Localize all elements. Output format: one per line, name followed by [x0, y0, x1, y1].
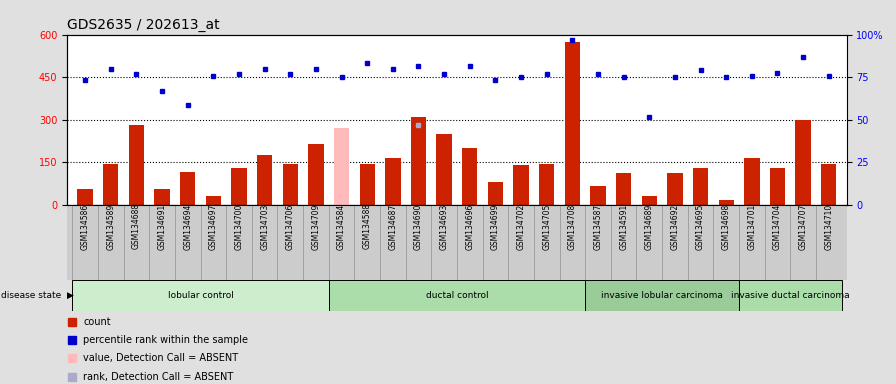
- Text: invasive lobular carcinoma: invasive lobular carcinoma: [601, 291, 723, 300]
- Bar: [821, 164, 837, 205]
- Text: invasive ductal carcinoma: invasive ductal carcinoma: [731, 291, 849, 300]
- Bar: [770, 168, 785, 205]
- Bar: [585, 280, 739, 311]
- Text: count: count: [83, 317, 111, 327]
- Bar: [334, 202, 349, 205]
- Bar: [487, 182, 504, 205]
- Bar: [642, 196, 657, 205]
- Text: ductal control: ductal control: [426, 291, 488, 300]
- Bar: [359, 164, 375, 205]
- Bar: [616, 174, 632, 205]
- Bar: [436, 134, 452, 205]
- Bar: [103, 164, 118, 205]
- Bar: [513, 165, 529, 205]
- Bar: [796, 120, 811, 205]
- Bar: [539, 164, 555, 205]
- Bar: [77, 189, 93, 205]
- Bar: [590, 186, 606, 205]
- Text: rank, Detection Call = ABSENT: rank, Detection Call = ABSENT: [83, 372, 234, 382]
- Bar: [719, 200, 734, 205]
- Bar: [668, 174, 683, 205]
- Bar: [206, 196, 221, 205]
- Bar: [282, 164, 298, 205]
- Bar: [308, 144, 323, 205]
- Bar: [334, 128, 349, 205]
- Bar: [180, 172, 195, 205]
- Bar: [745, 158, 760, 205]
- Text: lobular control: lobular control: [168, 291, 234, 300]
- Bar: [739, 280, 841, 311]
- Bar: [385, 158, 401, 205]
- Bar: [129, 125, 144, 205]
- Bar: [462, 148, 478, 205]
- Text: value, Detection Call = ABSENT: value, Detection Call = ABSENT: [83, 353, 238, 364]
- Bar: [257, 155, 272, 205]
- Bar: [693, 168, 708, 205]
- Text: percentile rank within the sample: percentile rank within the sample: [83, 335, 248, 345]
- Bar: [564, 41, 580, 205]
- Bar: [329, 280, 585, 311]
- Text: disease state  ▶: disease state ▶: [1, 291, 73, 300]
- Bar: [410, 117, 426, 205]
- Bar: [73, 280, 329, 311]
- Text: GDS2635 / 202613_at: GDS2635 / 202613_at: [67, 18, 220, 32]
- Bar: [231, 168, 246, 205]
- Bar: [154, 189, 169, 205]
